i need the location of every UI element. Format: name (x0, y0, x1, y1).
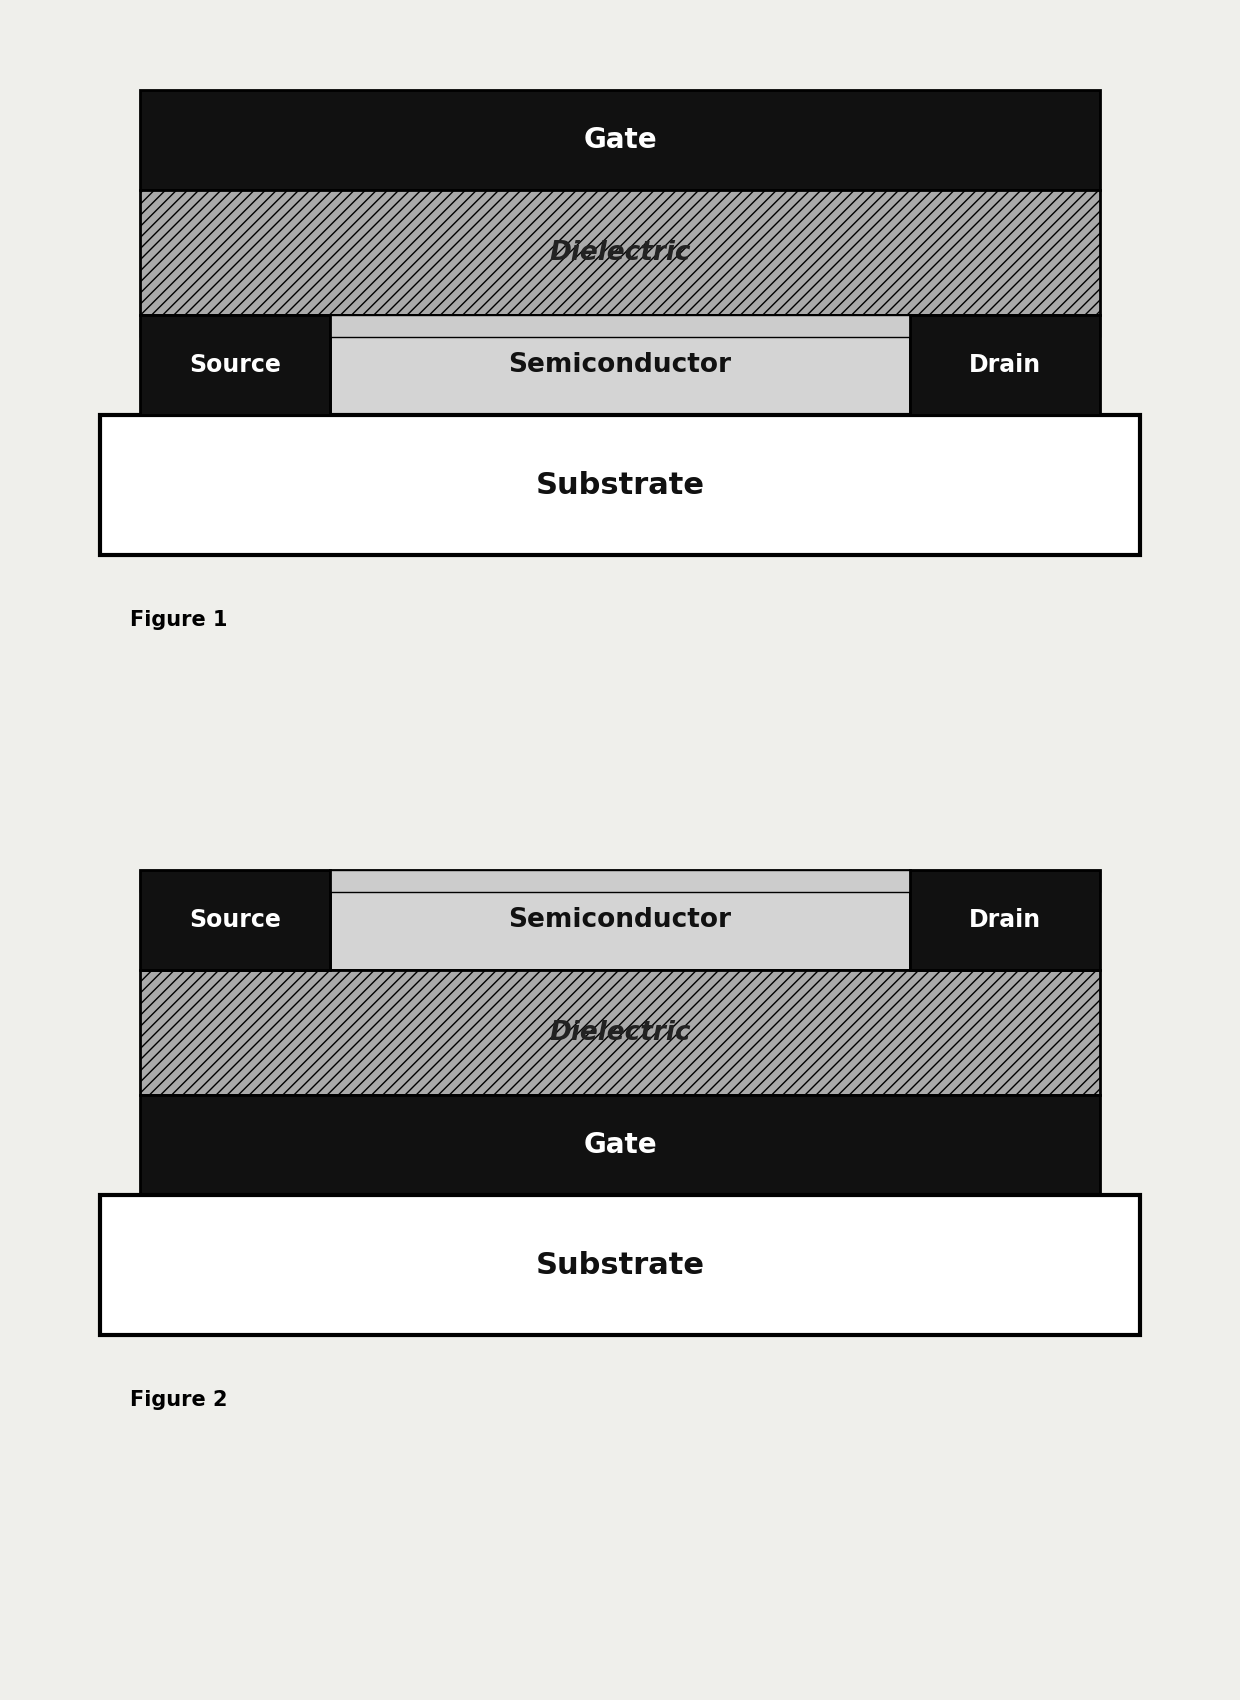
Bar (100, 415, 1140, 554)
Text: Figure 2: Figure 2 (130, 1391, 227, 1409)
Text: Gate: Gate (583, 1130, 657, 1159)
Text: Drain: Drain (968, 354, 1042, 377)
Text: Substrate: Substrate (536, 471, 704, 500)
Text: Semiconductor: Semiconductor (508, 352, 732, 377)
Text: Source: Source (188, 354, 281, 377)
Bar (140, 314, 330, 415)
Text: Source: Source (188, 908, 281, 932)
Bar (140, 1095, 1100, 1195)
Text: Dielectric: Dielectric (549, 1020, 691, 1046)
Text: Figure 1: Figure 1 (130, 610, 227, 631)
Bar (330, 870, 910, 971)
Bar (910, 314, 1100, 415)
Bar (140, 190, 1100, 314)
Bar (140, 90, 1100, 190)
Bar (140, 971, 1100, 1095)
Bar (140, 870, 1100, 892)
Text: Gate: Gate (583, 126, 657, 155)
Text: Drain: Drain (968, 908, 1042, 932)
Bar (140, 314, 1100, 337)
Bar (910, 870, 1100, 971)
Bar (330, 314, 910, 415)
Text: Dielectric: Dielectric (549, 240, 691, 265)
Text: Semiconductor: Semiconductor (508, 908, 732, 933)
Bar (100, 1195, 1140, 1334)
Bar (140, 870, 330, 971)
Text: Substrate: Substrate (536, 1251, 704, 1280)
